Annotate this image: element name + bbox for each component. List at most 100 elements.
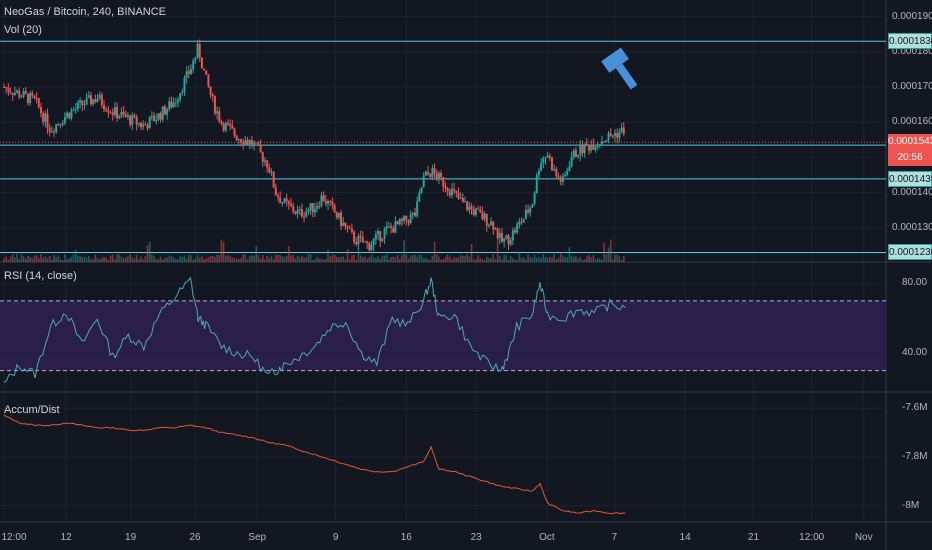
volume-bar-101: [222, 241, 225, 262]
volume-bar-113: [248, 255, 251, 262]
volume-bar-265: [579, 256, 582, 262]
volume-bar-13: [31, 258, 34, 262]
volume-bar-277: [605, 254, 608, 262]
time-tick-label: 12:00: [1, 532, 27, 543]
volume-bar-150: [329, 255, 331, 262]
volume-bar-236: [516, 259, 519, 262]
candle-body-131: [287, 201, 290, 204]
volume-bar-100: [220, 239, 223, 262]
candle-body-96: [211, 94, 214, 97]
volume-bar-231: [505, 255, 508, 262]
hammer-icon[interactable]: [601, 47, 644, 95]
volume-bar-214: [468, 256, 471, 262]
candle-body-221: [483, 213, 486, 220]
candle-body-104: [229, 124, 232, 126]
volume-bar-81: [179, 255, 181, 262]
volume-bar-202: [442, 259, 445, 262]
candle-body-35: [79, 100, 82, 103]
volume-bar-10: [24, 258, 27, 262]
candle-body-64: [142, 124, 145, 127]
volume-bar-185: [405, 254, 408, 262]
level-price-badge[interactable]: 0.0001230: [888, 244, 932, 261]
volume-bar-34: [77, 255, 79, 262]
level-price-badge[interactable]: 0.0001439: [888, 170, 932, 187]
candle-body-246: [537, 170, 540, 175]
candle-body-201: [440, 172, 443, 178]
volume-bar-256: [559, 252, 562, 262]
accum-dist-label: Accum/Dist: [4, 404, 60, 416]
time-tick-label: 12: [60, 532, 72, 543]
volume-bar-259: [566, 257, 569, 262]
candle-body-0: [3, 86, 5, 88]
volume-bar-77: [170, 256, 173, 262]
volume-bar-246: [538, 256, 540, 262]
volume-bar-192: [420, 255, 423, 262]
candle-body-253: [553, 169, 556, 171]
volume-bar-84: [185, 258, 188, 262]
volume-bar-279: [609, 239, 612, 262]
volume-bar-176: [385, 254, 388, 262]
level-price-badge[interactable]: 0.0001830: [888, 33, 932, 50]
candle-body-121: [266, 160, 269, 168]
candle-body-77: [170, 101, 173, 108]
candle-body-89: [196, 43, 199, 58]
volume-bar-188: [412, 255, 414, 262]
candle-body-213: [466, 201, 469, 211]
volume-bar-237: [518, 252, 521, 262]
candle-body-263: [574, 150, 577, 157]
candle-body-282: [616, 132, 619, 138]
candle-body-30: [68, 112, 71, 119]
candle-body-239: [522, 218, 525, 223]
volume-bar-60: [133, 258, 136, 262]
candle-body-186: [407, 220, 410, 224]
volume-bar-199: [435, 254, 438, 262]
volume-bar-160: [351, 255, 353, 262]
candle-body-220: [481, 212, 484, 220]
candle-body-228: [498, 233, 501, 239]
volume-bar-59: [131, 257, 134, 262]
candle-body-259: [566, 170, 569, 175]
time-tick-label: 16: [400, 532, 412, 543]
volume-bar-147: [322, 259, 325, 262]
volume-bar-12: [29, 257, 31, 262]
volume-bar-0: [3, 258, 5, 262]
candle-body-74: [163, 106, 166, 115]
volume-bar-35: [79, 256, 81, 262]
candle-body-31: [70, 110, 73, 119]
candle-body-17: [39, 107, 42, 114]
volume-bar-183: [401, 255, 403, 262]
volume-bar-48: [107, 259, 110, 262]
candle-body-108: [237, 139, 240, 141]
volume-bar-44: [98, 259, 101, 262]
candle-body-196: [429, 174, 432, 178]
volume-bar-94: [207, 257, 210, 262]
candle-body-182: [398, 218, 401, 225]
candle-body-238: [520, 221, 523, 223]
time-tick-label: Sep: [248, 532, 267, 543]
candle-body-5: [13, 92, 16, 95]
volume-bar-213: [466, 254, 468, 262]
candle-body-78: [172, 102, 175, 108]
candle-body-206: [450, 188, 453, 196]
candle-body-243: [531, 203, 534, 208]
volume-bar-148: [325, 258, 327, 262]
volume-bar-153: [335, 256, 338, 262]
candle-body-53: [118, 116, 121, 119]
candle-body-133: [292, 206, 295, 212]
candle-body-36: [81, 100, 84, 106]
volume-bar-92: [203, 258, 205, 262]
volume-bar-123: [270, 255, 273, 262]
volume-bar-257: [562, 255, 564, 262]
volume-bar-38: [85, 257, 88, 262]
candle-body-138: [303, 216, 306, 218]
volume-bar-225: [492, 254, 495, 262]
volume-bar-205: [448, 256, 451, 262]
volume-bar-196: [429, 259, 432, 262]
volume-bar-195: [427, 259, 429, 262]
volume-bar-275: [601, 259, 603, 262]
volume-bar-162: [355, 259, 358, 262]
candle-body-230: [503, 238, 506, 242]
hammer-handle: [615, 63, 638, 90]
candle-body-219: [479, 209, 482, 213]
